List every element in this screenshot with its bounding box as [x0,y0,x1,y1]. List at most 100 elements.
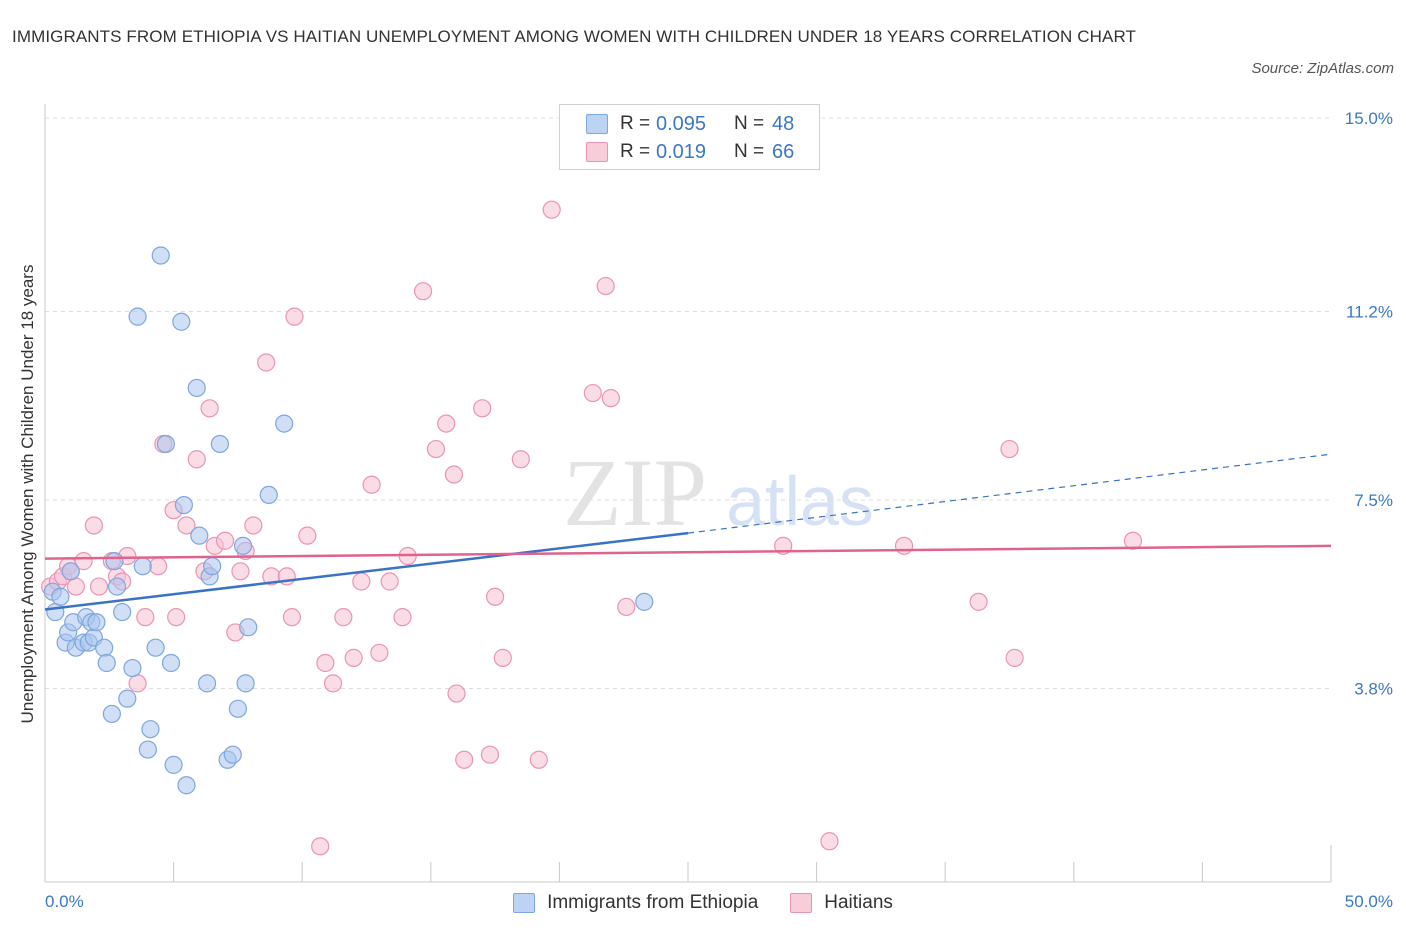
haitians-point [200,399,219,418]
haitians-point [583,383,602,403]
haitians-point [601,389,620,408]
haitians-point [444,465,464,484]
ethiopia-point [259,485,278,505]
r-value: 0.019 [656,140,707,163]
haitians-point [529,750,548,769]
haitians-point [820,832,839,851]
ethiopia-point [133,557,152,576]
y-tick-label: 7.5% [1354,491,1393,510]
watermark-zip: ZIP [563,439,707,546]
haitians-point [511,450,530,469]
haitians-point [344,648,363,667]
haitians-point [393,608,412,627]
ethiopia-point [174,495,193,515]
haitians-point [380,572,399,591]
ethiopia-point [197,674,217,693]
ethiopia-trend-line [44,531,689,611]
ethiopia-point [172,312,191,331]
ethiopia-point [97,653,116,673]
ethiopia-point [190,526,209,545]
haitians-point [413,282,433,301]
haitians-point [323,674,343,693]
ethiopia-point [203,557,222,576]
y-tick-label: 11.2% [1346,303,1393,322]
haitians-point [84,516,103,535]
haitians-point [1000,439,1019,459]
ethiopia-point [87,613,106,632]
x-tick-label: 0.0% [45,892,84,911]
ethiopia-point [239,618,258,637]
legend-item-haitians[interactable]: Haitians [790,892,893,914]
haitians-point [370,643,389,662]
haitians-point [437,414,456,433]
haitians-points [41,200,1143,856]
ethiopia-point [105,552,124,571]
axes [44,104,1332,883]
r-value: 0.095 [656,112,707,135]
haitians-point [74,552,93,571]
haitians-point [486,587,505,606]
haitians-point [596,276,615,296]
y-tick-label: 3.8% [1354,679,1393,698]
ethiopia-point [161,653,181,673]
ethiopia-point [61,562,80,581]
haitians-point [362,475,381,494]
stats-row-haitians: R = 0.019 N = 66 [586,138,794,166]
haitians-swatch [790,893,813,913]
haitians-point [455,750,474,769]
haitians-point [257,353,276,372]
haitians-point [542,200,561,219]
haitians-point [167,608,186,627]
legend-item-ethiopia[interactable]: Immigrants from Ethiopia [513,892,758,914]
ethiopia-trend-extension [687,453,1332,534]
tick-labels: 3.8% 7.5% 11.2% 15.0% 0.0% 50.0% [45,109,1393,911]
legend-label: Haitians [824,892,893,913]
haitians-point [894,536,914,555]
r-label: R = [620,113,651,134]
haitians-point [493,648,512,667]
ethiopia-point [210,434,229,454]
ethiopia-point [164,755,183,774]
stats-row-ethiopia: R = 0.095 N = 48 [586,110,794,138]
haitians-point [89,577,109,596]
haitians-point [66,577,85,596]
ethiopia-point [635,592,654,611]
ethiopia-swatch [586,114,608,134]
watermark-atlas: atlas [726,462,874,540]
ethiopia-point [275,414,294,433]
haitians-point [617,597,636,617]
haitians-point [298,526,317,545]
ethiopia-point [46,602,65,622]
r-label: R = [620,141,651,162]
haitians-point [136,608,155,627]
stats-legend: R = 0.095 N = 48 R = 0.019 N = 66 [559,104,820,170]
ethiopia-point [113,602,132,622]
y-tick-label: 15.0% [1345,109,1393,128]
ethiopia-point [51,587,70,606]
haitians-point [316,653,335,673]
ethiopia-point [95,638,114,657]
ethiopia-point [228,699,247,718]
haitians-point [177,516,196,535]
haitians-swatch [586,142,608,162]
n-value: 48 [772,112,795,135]
trend-lines [44,453,1332,611]
ethiopia-point [138,740,157,759]
ethiopia-point [151,246,170,265]
haitians-point [447,684,466,703]
haitians-point [480,745,500,764]
n-label: N = [734,141,765,162]
ethiopia-point [107,577,127,596]
haitians-point [215,531,235,550]
haitians-point [473,399,492,418]
haitians-point [334,608,353,627]
source-label: Source: ZipAtlas.com [1251,60,1394,77]
ethiopia-point [177,776,196,795]
haitians-point [244,516,263,535]
haitians-point [311,837,330,856]
ethiopia-point [156,434,175,454]
gridlines [45,117,1331,689]
ethiopia-point [102,704,121,724]
haitians-point [352,572,371,591]
